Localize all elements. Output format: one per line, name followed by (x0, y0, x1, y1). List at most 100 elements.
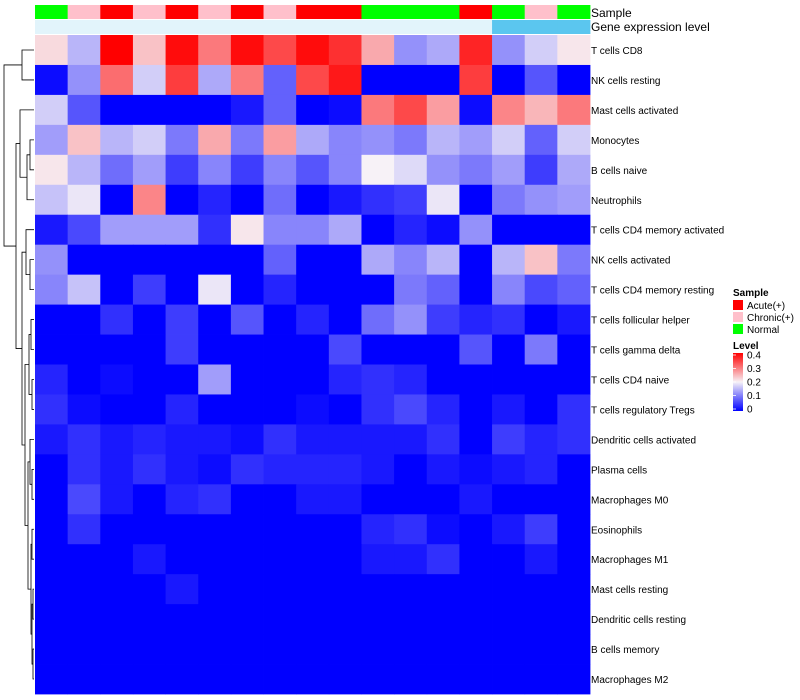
heatmap-cell (426, 214, 460, 246)
heatmap-cell (426, 394, 460, 425)
expression-annotation-cell (426, 20, 460, 34)
heatmap-cell (198, 184, 232, 216)
heatmap-cell (198, 394, 232, 425)
heatmap-cell (198, 94, 232, 126)
heatmap-cell (132, 394, 166, 425)
heatmap-cell (198, 364, 232, 395)
heatmap-cell (230, 364, 264, 395)
heatmap-cell (394, 424, 428, 455)
sample-annotation-cell (198, 5, 232, 19)
heatmap-cell (328, 364, 362, 395)
heatmap-cell (394, 304, 428, 335)
heatmap-cell (394, 154, 428, 186)
heatmap-cell (100, 484, 134, 515)
heatmap-cell (230, 394, 264, 425)
heatmap-cell (35, 214, 69, 246)
heatmap-cell (557, 334, 591, 365)
heatmap-cell (67, 124, 101, 156)
heatmap-cell (100, 364, 134, 395)
heatmap-cell (165, 334, 199, 365)
heatmap-cell (524, 454, 558, 485)
heatmap-cell (198, 304, 232, 335)
sample-annotation-cell (35, 5, 69, 19)
heatmap-cell (165, 484, 199, 515)
heatmap-cell (426, 94, 460, 126)
heatmap-cell (459, 454, 493, 485)
heatmap-cell (459, 574, 493, 605)
heatmap-cell (263, 514, 297, 545)
heatmap-cell (426, 664, 460, 695)
heatmap-cell (165, 394, 199, 425)
heatmap-cell (165, 364, 199, 395)
heatmap-cell (426, 574, 460, 605)
heatmap-cell (361, 634, 395, 665)
heatmap-cell (198, 544, 232, 575)
heatmap-cell (198, 334, 232, 365)
heatmap-cell (67, 484, 101, 515)
heatmap-cell (296, 514, 330, 545)
sample-legend-swatch (733, 324, 743, 334)
heatmap-cell (426, 64, 460, 96)
heatmap-cell (100, 574, 134, 605)
heatmap-cell (296, 634, 330, 665)
heatmap-cell (67, 574, 101, 605)
heatmap-cell (230, 634, 264, 665)
expression-annotation-cell (524, 20, 558, 34)
heatmap-cell (230, 454, 264, 485)
heatmap-cell (296, 424, 330, 455)
row-label: T cells CD4 memory activated (591, 226, 724, 237)
sample-legend-label: Normal (747, 325, 779, 336)
dendrogram-branch (15, 143, 22, 349)
heatmap-cell (230, 64, 264, 96)
heatmap-cell (165, 664, 199, 695)
heatmap-cell (361, 604, 395, 635)
heatmap-cell (296, 214, 330, 246)
heatmap-cell (132, 664, 166, 695)
heatmap-cell (524, 484, 558, 515)
dendrogram-branch (30, 319, 34, 350)
heatmap-cell (361, 424, 395, 455)
heatmap-cell (132, 484, 166, 515)
heatmap-cell (459, 154, 493, 186)
heatmap-cell (132, 214, 166, 246)
heatmap-cell (263, 604, 297, 635)
heatmap-cell (492, 544, 526, 575)
heatmap-cell (263, 214, 297, 246)
heatmap-cell (35, 274, 69, 305)
expression-annotation-cell (557, 20, 591, 34)
heatmap-cell (492, 454, 526, 485)
heatmap-cell (426, 334, 460, 365)
heatmap-cell (198, 274, 232, 305)
heatmap-cell (35, 544, 69, 575)
heatmap-cell (100, 664, 134, 695)
heatmap-cell (230, 94, 264, 126)
row-label: T cells CD4 memory resting (591, 286, 714, 297)
heatmap-cell (132, 154, 166, 186)
heatmap-cell (524, 424, 558, 455)
heatmap-cell (165, 454, 199, 485)
heatmap-cell (524, 364, 558, 395)
heatmap-cell (426, 35, 460, 66)
expression-annotation-cell (296, 20, 330, 34)
heatmap-cell (524, 244, 558, 276)
heatmap-cell (296, 35, 330, 66)
heatmap-cell (492, 514, 526, 545)
heatmap-cell (328, 574, 362, 605)
heatmap-cell (328, 334, 362, 365)
heatmap-cell (426, 484, 460, 515)
heatmap-cell (459, 244, 493, 276)
heatmap-cell (230, 35, 264, 66)
heatmap-cell (296, 334, 330, 365)
heatmap-cell (492, 394, 526, 425)
heatmap-cell (459, 184, 493, 216)
row-label: Neutrophils (591, 196, 642, 207)
heatmap-cell (67, 35, 101, 66)
heatmap-cell (459, 364, 493, 395)
heatmap-cell (492, 35, 526, 66)
dendrogram-branch (28, 334, 32, 395)
heatmap-cell (426, 454, 460, 485)
heatmap-cell (230, 304, 264, 335)
heatmap-cell (35, 94, 69, 126)
heatmap-cell (263, 184, 297, 216)
heatmap-cell (328, 274, 362, 305)
